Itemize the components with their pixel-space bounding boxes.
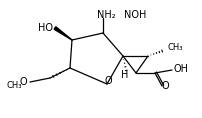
Text: CH₃: CH₃	[168, 44, 183, 53]
Text: O: O	[19, 77, 27, 87]
Text: OH: OH	[174, 64, 189, 74]
Text: NH₂: NH₂	[97, 10, 115, 20]
Text: H: H	[121, 70, 128, 80]
Text: HO: HO	[38, 23, 53, 33]
Polygon shape	[54, 27, 72, 40]
Text: O: O	[162, 81, 170, 91]
Text: NOH: NOH	[124, 10, 146, 20]
Text: CH₃: CH₃	[6, 82, 22, 91]
Text: O: O	[104, 76, 112, 86]
